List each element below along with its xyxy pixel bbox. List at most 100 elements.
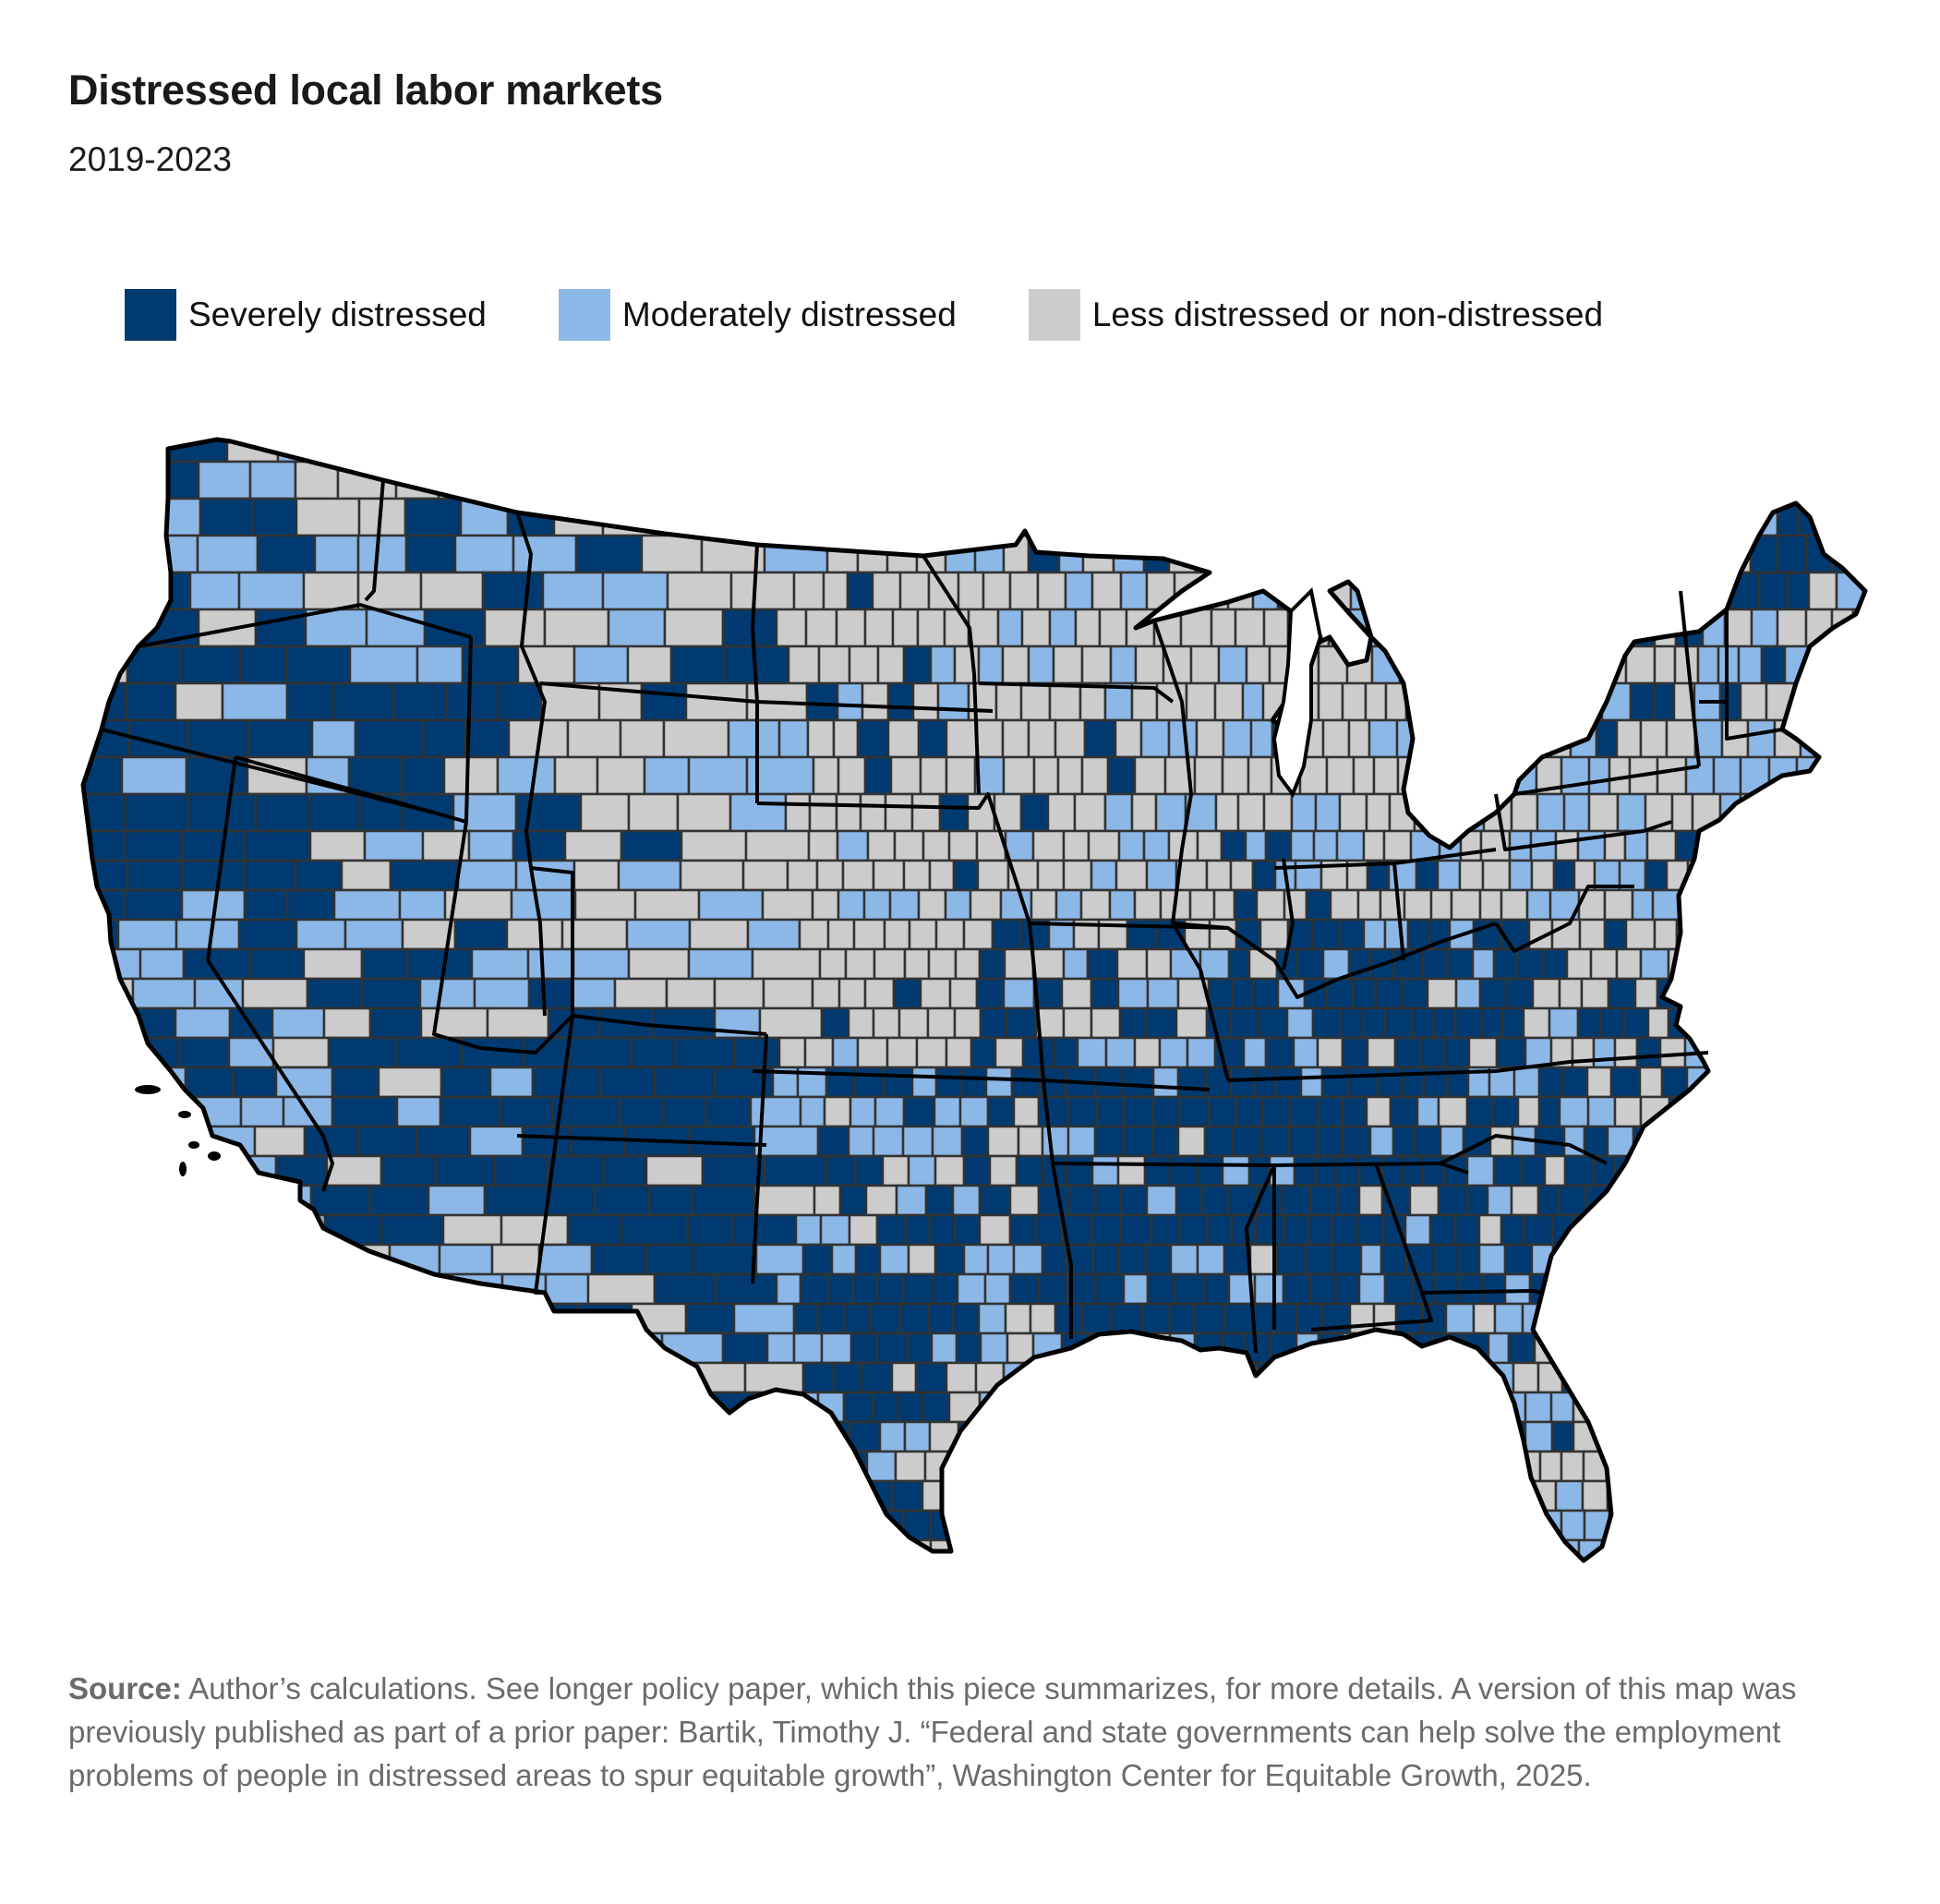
county-cell xyxy=(1722,1332,1747,1365)
county-cell xyxy=(1832,1391,1860,1424)
county-cell xyxy=(1780,1272,1809,1306)
county-cell xyxy=(1826,859,1857,892)
county-cell xyxy=(1119,1184,1149,1217)
county-cell xyxy=(1563,1154,1596,1187)
county-cell xyxy=(846,571,874,611)
county-cell xyxy=(653,1066,717,1099)
county-cell xyxy=(907,1154,937,1187)
county-cell xyxy=(248,460,297,500)
county-cell xyxy=(1776,608,1808,648)
county-cell xyxy=(1090,977,1120,1010)
county-cell xyxy=(1744,888,1773,922)
county-cell xyxy=(544,1272,590,1306)
county-cell xyxy=(1292,1036,1319,1069)
county-cell xyxy=(883,918,911,951)
county-cell xyxy=(1880,462,1902,499)
county-cell xyxy=(1333,1509,1366,1542)
county-cell xyxy=(1652,1538,1679,1561)
county-cell xyxy=(863,977,896,1010)
county-cell xyxy=(419,1006,489,1040)
county-cell xyxy=(1851,718,1865,759)
county-cell xyxy=(1052,645,1084,685)
county-cell xyxy=(1305,888,1332,922)
county-cell xyxy=(303,1125,360,1158)
county-cell xyxy=(536,1509,605,1542)
county-cell xyxy=(1741,1006,1771,1040)
county-cell xyxy=(934,1066,964,1099)
county-cell xyxy=(620,829,683,862)
county-cell xyxy=(1769,888,1795,922)
county-cell xyxy=(797,1420,825,1453)
source-text: Author’s calculations. See longer policy… xyxy=(68,1671,1797,1792)
county-cell xyxy=(368,1184,430,1217)
county-cell xyxy=(815,859,845,892)
county-cell xyxy=(1130,792,1158,833)
county-cell xyxy=(83,1332,125,1365)
county-cell xyxy=(1771,1154,1801,1187)
county-cell xyxy=(1609,1066,1642,1099)
county-cell xyxy=(848,645,880,685)
county-cell xyxy=(916,608,946,648)
county-cell xyxy=(1453,1006,1484,1040)
county-cell xyxy=(306,977,364,1010)
county-cell xyxy=(1171,1391,1205,1424)
county-cell xyxy=(1509,440,1536,464)
county-cell xyxy=(83,1361,122,1394)
county-cell xyxy=(1643,1243,1673,1276)
county-cell xyxy=(1329,1361,1360,1394)
county-cell xyxy=(1446,718,1478,759)
county-cell xyxy=(83,1538,141,1561)
county-cell xyxy=(1188,888,1216,922)
county-cell xyxy=(1019,460,1048,500)
county-cell xyxy=(1074,608,1102,648)
county-cell xyxy=(1512,1538,1536,1561)
county-cell xyxy=(1632,1450,1661,1483)
county-cell xyxy=(83,792,127,833)
county-cell xyxy=(1697,1213,1728,1247)
county-cell xyxy=(331,681,395,722)
county-cell xyxy=(1431,1361,1463,1394)
county-cell xyxy=(440,1066,492,1099)
county-cell xyxy=(1383,1006,1415,1040)
county-cell xyxy=(1419,1036,1447,1069)
county-cell xyxy=(516,645,576,685)
county-cell xyxy=(910,792,942,833)
county-cell xyxy=(1040,1420,1069,1453)
county-cell xyxy=(1641,1184,1665,1217)
county-cell xyxy=(837,440,872,464)
county-cell xyxy=(847,1125,875,1158)
county-cell xyxy=(837,888,866,922)
county-cell xyxy=(1350,440,1381,464)
county-cell xyxy=(792,571,825,611)
county-cell xyxy=(1598,1006,1626,1040)
county-cell xyxy=(1283,534,1311,574)
county-cell xyxy=(1393,1036,1423,1069)
county-cell xyxy=(1375,497,1404,537)
county-cell xyxy=(1090,1213,1123,1247)
county-cell xyxy=(1255,1361,1283,1394)
county-cell xyxy=(1595,1243,1626,1276)
county-cell xyxy=(753,1125,820,1158)
county-cell xyxy=(1646,1006,1670,1040)
county-cell xyxy=(237,918,298,951)
county-cell xyxy=(1644,859,1669,892)
county-cell xyxy=(481,1391,541,1424)
county-cell xyxy=(698,440,747,464)
county-cell xyxy=(1017,1125,1044,1158)
county-cell xyxy=(1648,1302,1679,1335)
county-cell xyxy=(184,1479,246,1512)
county-cell xyxy=(1006,440,1038,464)
county-cell xyxy=(1386,1538,1410,1561)
county-cell xyxy=(765,1391,792,1424)
county-cell xyxy=(1580,440,1604,464)
county-cell xyxy=(1404,1213,1432,1247)
county-cell xyxy=(1798,1302,1830,1335)
county-cell xyxy=(356,1361,408,1394)
county-cell xyxy=(1624,1420,1653,1453)
county-cell xyxy=(368,1006,423,1040)
county-cell xyxy=(1868,683,1892,720)
county-cell xyxy=(1559,440,1584,464)
county-cell xyxy=(1229,1066,1257,1099)
chart-title: Distressed local labor markets xyxy=(68,66,663,114)
county-cell xyxy=(453,918,509,951)
